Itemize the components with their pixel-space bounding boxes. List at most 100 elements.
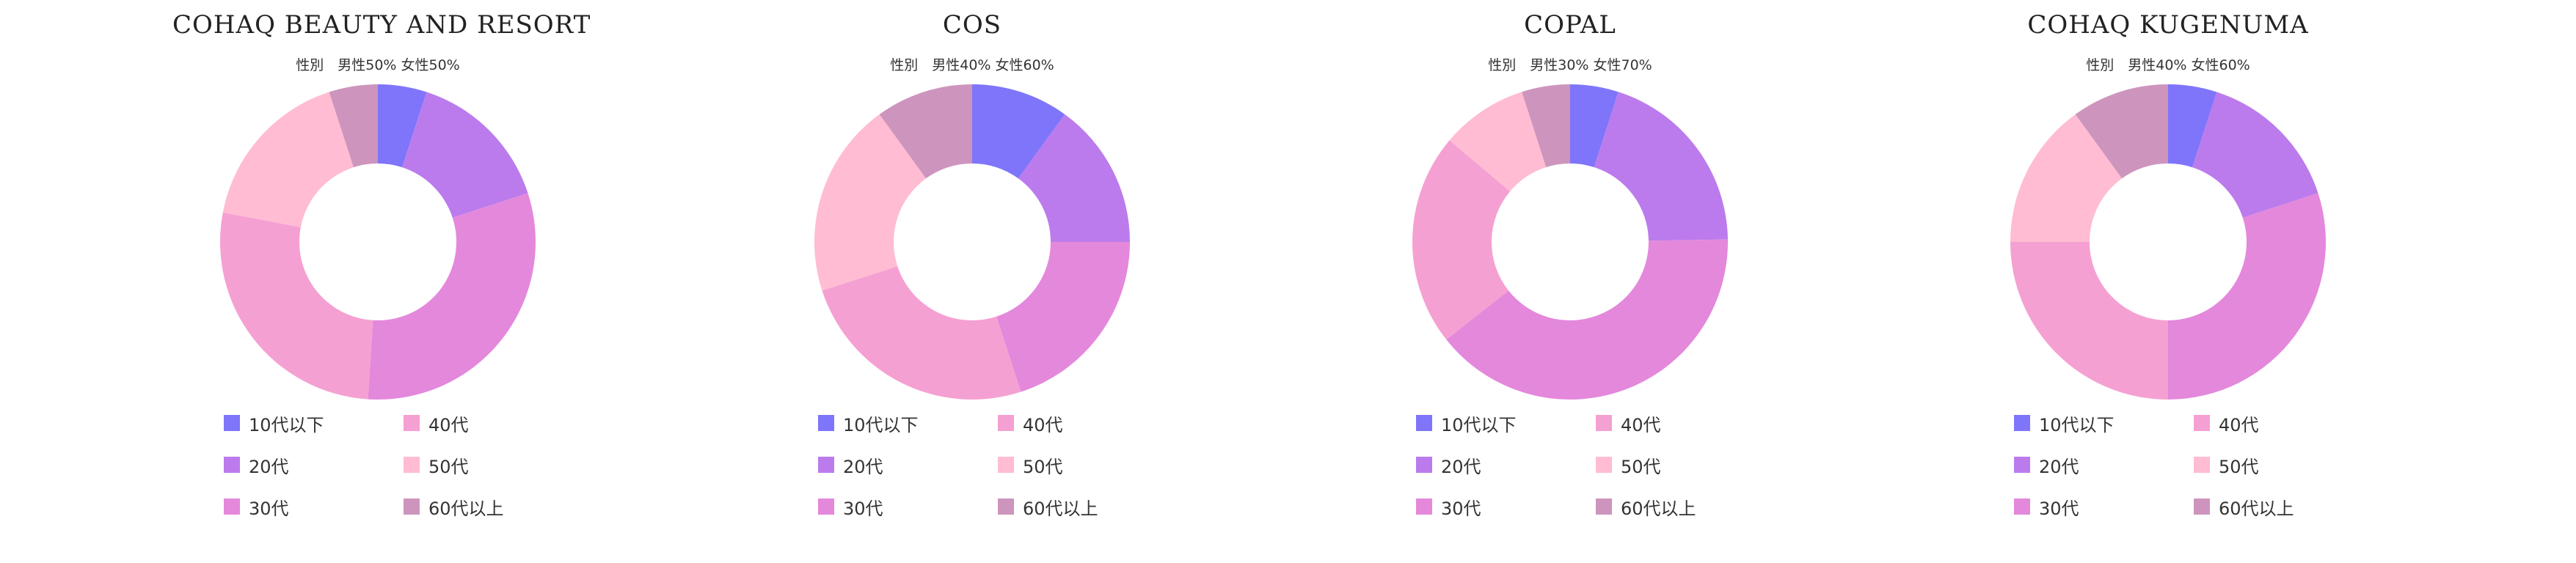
legend-swatch [2194, 498, 2210, 515]
legend-item: 10代以下 [818, 412, 919, 435]
legend-label: 30代 [843, 498, 883, 519]
donut-slice [2168, 193, 2326, 400]
legend-item: 50代 [2194, 454, 2259, 477]
chart-panel: COS 性別 男性40% 女性60% 10代以下 20代 30代 40代 50代 60代以上 [767, 0, 1178, 563]
donut-chart [220, 84, 536, 400]
chart-title: COHAQ BEAUTY AND RESORT [172, 10, 591, 40]
legend-item: 10代以下 [2014, 412, 2115, 435]
legend-label: 50代 [1621, 456, 1661, 477]
chart-panel: COHAQ BEAUTY AND RESORT 性別 男性50% 女性50% 10代… [172, 0, 591, 563]
donut-slice [1522, 84, 1570, 168]
donut-slice [1018, 114, 1130, 242]
legend-swatch [998, 415, 1014, 431]
legend-swatch [1596, 415, 1612, 431]
donut-chart [2010, 84, 2326, 400]
donut-slice [1594, 92, 1728, 241]
legend-swatch [1596, 457, 1612, 473]
donut-slice [1412, 140, 1511, 340]
donut-slice [2168, 84, 2217, 168]
chart-legend: 10代以下 20代 30代 40代 50代 60代以上 [818, 412, 1141, 544]
gender-ratio-subtitle: 性別 男性30% 女性70% [1488, 57, 1652, 73]
legend-item: 10代以下 [1416, 412, 1517, 435]
legend-swatch [224, 457, 240, 473]
legend-label: 60代以上 [428, 498, 504, 519]
legend-item: 60代以上 [2194, 496, 2294, 519]
donut-slice [1446, 239, 1728, 400]
chart-legend: 10代以下 20代 30代 40代 50代 60代以上 [224, 412, 547, 544]
donut-slice [1570, 84, 1619, 168]
legend-label: 20代 [843, 456, 883, 477]
gender-ratio-subtitle: 性別 男性40% 女性60% [890, 57, 1054, 73]
legend-item: 60代以上 [404, 496, 504, 519]
legend-swatch [2194, 415, 2210, 431]
legend-label: 20代 [2039, 456, 2079, 477]
legend-swatch [1416, 457, 1432, 473]
legend-swatch [818, 415, 834, 431]
legend-swatch [2014, 498, 2030, 515]
chart-title: COPAL [1524, 10, 1616, 40]
donut-slice [220, 212, 373, 400]
donut-slice [329, 84, 378, 168]
legend-swatch [404, 498, 420, 515]
legend-swatch [2194, 457, 2210, 473]
legend-swatch [818, 498, 834, 515]
chart-panel: COHAQ KUGENUMA 性別 男性40% 女性60% 10代以下 20代 30代 4… [1963, 0, 2374, 563]
legend-swatch [1416, 415, 1432, 431]
legend-item: 20代 [224, 454, 289, 477]
legend-item: 10代以下 [224, 412, 324, 435]
donut-chart [814, 84, 1130, 400]
legend-item: 60代以上 [1596, 496, 1696, 519]
legend-item: 40代 [2194, 412, 2259, 435]
donut-slice [2075, 84, 2168, 179]
legend-label: 60代以上 [1621, 498, 1696, 519]
legend-label: 50代 [428, 456, 469, 477]
legend-label: 30代 [1441, 498, 1481, 519]
legend-item: 50代 [998, 454, 1063, 477]
donut-slice [879, 84, 972, 179]
legend-label: 20代 [249, 456, 289, 477]
legend-label: 30代 [249, 498, 289, 519]
donut-slice [814, 114, 927, 291]
gender-ratio-subtitle: 性別 男性50% 女性50% [296, 57, 460, 73]
donut-slice [996, 242, 1130, 392]
donut-slice [1449, 92, 1547, 192]
donut-slice [378, 84, 427, 168]
legend-label: 40代 [1621, 414, 1661, 435]
legend-item: 30代 [2014, 496, 2079, 519]
legend-label: 50代 [1023, 456, 1063, 477]
legend-swatch [404, 457, 420, 473]
legend-item: 20代 [818, 454, 883, 477]
legend-label: 60代以上 [2219, 498, 2294, 519]
gender-ratio-subtitle: 性別 男性40% 女性60% [2086, 57, 2250, 73]
legend-label: 40代 [2219, 414, 2259, 435]
legend-item: 40代 [998, 412, 1063, 435]
legend-item: 50代 [404, 454, 469, 477]
chart-legend: 10代以下 20代 30代 40代 50代 60代以上 [1416, 412, 1739, 544]
donut-chart [1412, 84, 1728, 400]
legend-item: 30代 [224, 496, 289, 519]
donut-slice [222, 92, 354, 227]
legend-swatch [2014, 457, 2030, 473]
legend-swatch [1416, 498, 1432, 515]
legend-label: 40代 [428, 414, 469, 435]
donut-slice [2010, 114, 2123, 242]
legend-swatch [818, 457, 834, 473]
legend-label: 10代以下 [1441, 414, 1517, 435]
donut-slice [402, 92, 528, 218]
legend-label: 10代以下 [843, 414, 919, 435]
donut-slice [972, 84, 1065, 179]
legend-item: 30代 [818, 496, 883, 519]
legend-swatch [224, 498, 240, 515]
legend-label: 60代以上 [1023, 498, 1098, 519]
chart-panel: COPAL 性別 男性30% 女性70% 10代以下 20代 30代 40代 50代 60代以… [1365, 0, 1776, 563]
legend-item: 20代 [1416, 454, 1481, 477]
legend-label: 10代以下 [2039, 414, 2115, 435]
legend-swatch [998, 457, 1014, 473]
chart-title: COS [942, 10, 1002, 40]
legend-swatch [2014, 415, 2030, 431]
legend-item: 40代 [404, 412, 469, 435]
donut-slice [822, 266, 1021, 400]
donut-slice [2192, 92, 2318, 218]
legend-swatch [1596, 498, 1612, 515]
